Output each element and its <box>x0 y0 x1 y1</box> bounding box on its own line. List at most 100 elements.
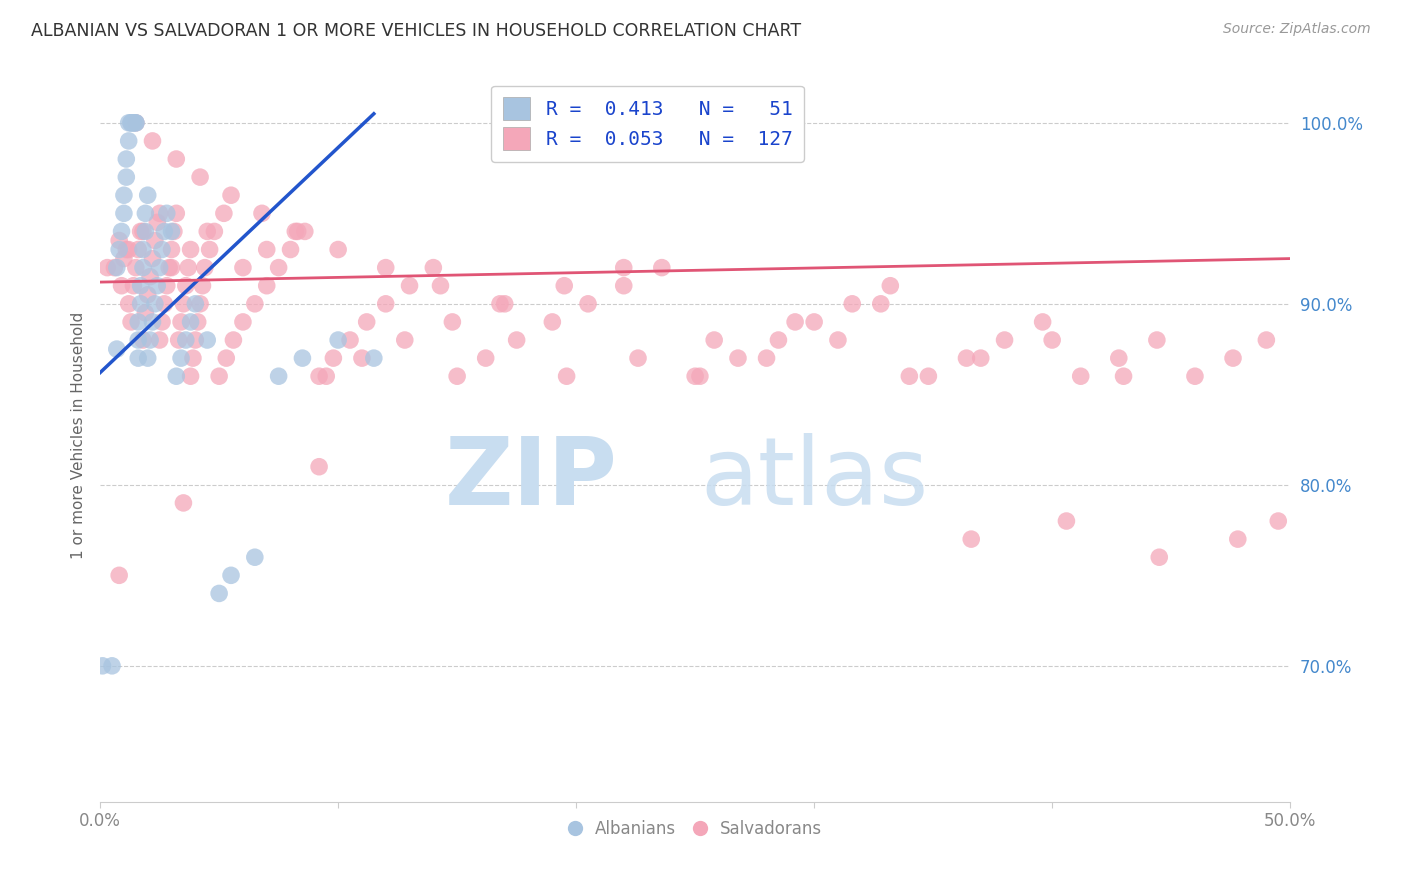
Point <box>160 224 183 238</box>
Point <box>141 252 163 266</box>
Point <box>212 206 235 220</box>
Point <box>322 351 344 365</box>
Point <box>703 333 725 347</box>
Point <box>208 369 231 384</box>
Point <box>156 278 179 293</box>
Point <box>1070 369 1092 384</box>
Point <box>755 351 778 365</box>
Point <box>110 278 132 293</box>
Point <box>165 206 187 220</box>
Legend: Albanians, Salvadorans: Albanians, Salvadorans <box>562 814 828 845</box>
Point <box>541 315 564 329</box>
Point <box>651 260 673 275</box>
Point <box>177 260 200 275</box>
Point <box>555 369 578 384</box>
Point <box>350 351 373 365</box>
Point <box>110 224 132 238</box>
Point <box>91 658 114 673</box>
Point <box>163 224 186 238</box>
Point <box>267 369 290 384</box>
Text: Source: ZipAtlas.com: Source: ZipAtlas.com <box>1223 22 1371 37</box>
Point <box>134 206 156 220</box>
Point <box>96 260 118 275</box>
Point <box>280 243 302 257</box>
Point <box>125 116 148 130</box>
Point <box>165 152 187 166</box>
Point <box>112 206 135 220</box>
Point <box>150 315 173 329</box>
Point <box>785 315 807 329</box>
Point <box>160 243 183 257</box>
Point <box>256 278 278 293</box>
Point <box>284 224 307 238</box>
Point <box>122 116 145 130</box>
Point <box>191 278 214 293</box>
Point <box>134 306 156 320</box>
Point <box>115 170 138 185</box>
Point <box>363 351 385 365</box>
Point <box>898 369 921 384</box>
Point <box>422 260 444 275</box>
Point <box>441 315 464 329</box>
Point <box>970 351 993 365</box>
Point <box>136 287 159 301</box>
Point <box>202 224 225 238</box>
Point <box>1032 315 1054 329</box>
Point <box>960 532 983 546</box>
Point <box>129 224 152 238</box>
Point <box>125 116 148 130</box>
Point <box>1267 514 1289 528</box>
Point <box>105 260 128 275</box>
Point <box>141 315 163 329</box>
Point <box>394 333 416 347</box>
Point <box>243 550 266 565</box>
Point <box>256 243 278 257</box>
Point <box>768 333 790 347</box>
Point <box>294 224 316 238</box>
Point <box>167 333 190 347</box>
Point <box>374 260 396 275</box>
Point <box>165 369 187 384</box>
Point <box>108 243 131 257</box>
Point <box>143 297 166 311</box>
Point <box>727 351 749 365</box>
Point <box>1054 514 1077 528</box>
Point <box>129 297 152 311</box>
Text: ALBANIAN VS SALVADORAN 1 OR MORE VEHICLES IN HOUSEHOLD CORRELATION CHART: ALBANIAN VS SALVADORAN 1 OR MORE VEHICLE… <box>31 22 801 40</box>
Y-axis label: 1 or more Vehicles in Household: 1 or more Vehicles in Household <box>72 311 86 558</box>
Point <box>132 260 155 275</box>
Point <box>108 568 131 582</box>
Point <box>308 369 330 384</box>
Point <box>689 369 711 384</box>
Point <box>172 496 194 510</box>
Point <box>122 278 145 293</box>
Point <box>1184 369 1206 384</box>
Point <box>115 152 138 166</box>
Point <box>184 297 207 311</box>
Point <box>125 116 148 130</box>
Point <box>219 568 242 582</box>
Point <box>170 351 193 365</box>
Point <box>149 206 172 220</box>
Point <box>120 116 142 130</box>
Point <box>803 315 825 329</box>
Point <box>993 333 1015 347</box>
Point <box>505 333 527 347</box>
Point <box>474 351 496 365</box>
Point <box>181 351 204 365</box>
Point <box>153 224 176 238</box>
Point <box>149 333 172 347</box>
Text: atlas: atlas <box>700 433 928 525</box>
Point <box>139 333 162 347</box>
Point <box>141 134 163 148</box>
Point <box>134 224 156 238</box>
Point <box>356 315 378 329</box>
Point <box>1108 351 1130 365</box>
Point <box>1256 333 1278 347</box>
Point <box>291 351 314 365</box>
Point <box>103 260 125 275</box>
Point <box>180 315 202 329</box>
Point <box>132 243 155 257</box>
Point <box>553 278 575 293</box>
Point <box>232 315 254 329</box>
